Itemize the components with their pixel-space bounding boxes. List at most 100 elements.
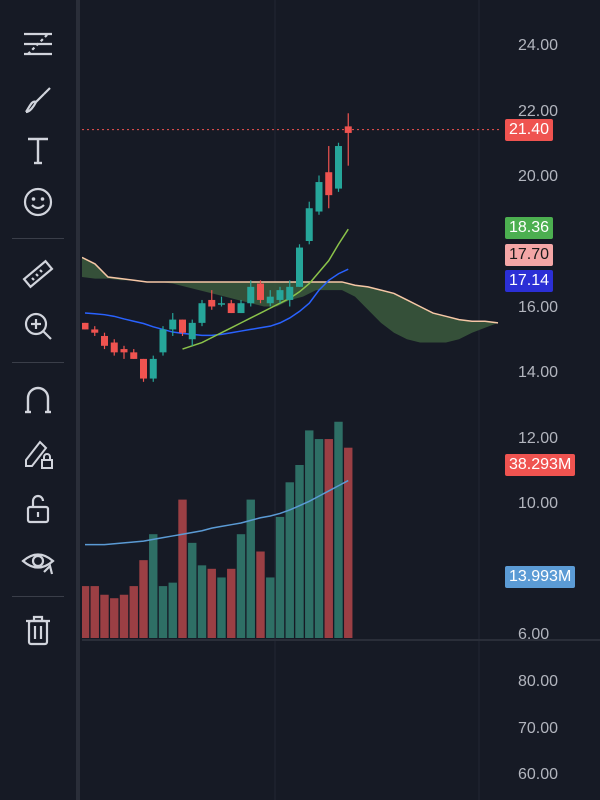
- emoji-tool-button[interactable]: [16, 180, 60, 224]
- volume-bar: [129, 586, 138, 638]
- candle-body: [315, 182, 323, 212]
- volume-bar: [82, 586, 90, 638]
- volume-bar: [168, 582, 177, 638]
- candle-body: [198, 303, 206, 323]
- candle-body: [91, 329, 99, 333]
- trash-tool-icon: [26, 615, 50, 646]
- volume-bar: [217, 577, 226, 638]
- indicator-price-tag: 18.36: [505, 217, 554, 239]
- volume-bar: [266, 577, 275, 638]
- volume-ma-line: [85, 479, 349, 546]
- candle-body: [179, 319, 186, 333]
- toolbar-separator: [12, 362, 64, 363]
- candle-body: [247, 286, 255, 304]
- oscillator-axis-label: 80.00: [518, 673, 558, 690]
- candle-body: [169, 319, 177, 330]
- candle-body: [237, 303, 245, 314]
- text-tool-icon: [28, 137, 48, 165]
- volume-bar: [207, 568, 216, 638]
- volume-bar: [344, 447, 353, 638]
- volume-axis-label: 6.00: [518, 626, 549, 643]
- lock-drawings-tool-icon: [25, 440, 53, 469]
- candle-body: [325, 172, 333, 196]
- emoji-tool-icon: [23, 187, 53, 217]
- volume-bar: [334, 421, 343, 638]
- price-axis-label: 24.00: [518, 37, 558, 54]
- volume-bar: [178, 499, 187, 638]
- candle-body: [335, 146, 342, 189]
- candle-body: [286, 286, 294, 300]
- drawing-toolbar: [0, 0, 80, 800]
- price-chart[interactable]: 24.00 22.00 20.00 16.00 14.00 12.00 10.00 6.00 8…: [82, 0, 600, 800]
- volume-bar: [314, 439, 324, 638]
- volume-bar: [324, 439, 333, 638]
- ma-green-line: [182, 228, 349, 350]
- volume-bar: [188, 542, 197, 638]
- volume-bar: [158, 586, 168, 638]
- volume-bar: [119, 594, 129, 638]
- price-axis-label: 14.00: [518, 364, 558, 381]
- volume-axis-label: 10.00: [518, 495, 558, 512]
- indicator-price-tag: 17.70: [505, 244, 554, 266]
- volume-bar: [90, 586, 99, 638]
- brush-tool-icon: [25, 87, 51, 114]
- volume-bar: [275, 516, 285, 638]
- candle-body: [110, 342, 118, 353]
- unlock-tool-icon: [26, 494, 50, 524]
- ruler-tool-button[interactable]: [16, 252, 60, 296]
- toolbar-separator: [12, 238, 64, 239]
- oscillator-axis-label: 60.00: [518, 766, 558, 783]
- volume-bar: [139, 560, 148, 638]
- volume-bar: [149, 534, 158, 638]
- volume-value-tag: 38.293M: [505, 454, 576, 476]
- candle-body: [305, 208, 313, 241]
- zoom-in-tool-icon: [24, 312, 52, 340]
- candle-body: [82, 322, 89, 330]
- volume-axis-label: 12.00: [518, 430, 558, 447]
- oscillator-axis-label: 70.00: [518, 720, 558, 737]
- brush-tool-button[interactable]: [16, 78, 60, 122]
- candle-body: [227, 303, 235, 314]
- candle-body: [257, 283, 264, 300]
- ruler-tool-icon: [22, 259, 54, 289]
- volume-bar: [227, 568, 236, 638]
- last-price-tag: 21.40: [505, 119, 554, 141]
- indicator-price-tag: 17.14: [505, 270, 554, 292]
- volume-bar: [305, 430, 314, 638]
- magnet-tool-icon: [25, 386, 51, 414]
- candle-body: [120, 349, 128, 353]
- price-axis-label: 16.00: [518, 299, 558, 316]
- unlock-tool-button[interactable]: [16, 486, 60, 530]
- zoom-in-tool-button[interactable]: [16, 304, 60, 348]
- magnet-tool-button[interactable]: [16, 378, 60, 422]
- volume-bar: [246, 499, 255, 638]
- price-axis-label: 22.00: [518, 103, 558, 120]
- lock-drawings-tool-button[interactable]: [16, 432, 60, 476]
- price-axis-label: 20.00: [518, 168, 558, 185]
- candle-body: [159, 329, 167, 353]
- visibility-tool-icon: [21, 553, 55, 575]
- trash-tool-button[interactable]: [16, 608, 60, 652]
- text-tool-button[interactable]: [16, 128, 60, 172]
- trend-lines-tool-button[interactable]: [16, 20, 60, 64]
- visibility-tool-button[interactable]: [16, 540, 60, 584]
- candle-body: [130, 352, 138, 359]
- candle-body: [296, 247, 303, 287]
- candle-body: [218, 303, 225, 305]
- candle-body: [208, 299, 216, 307]
- volume-bar: [285, 482, 294, 638]
- candle-body: [101, 335, 108, 346]
- trend-lines-tool-icon: [24, 32, 52, 56]
- toolbar-separator: [12, 596, 64, 597]
- candle-body: [266, 296, 274, 304]
- volume-bar: [197, 565, 207, 638]
- volume-bar: [295, 465, 304, 638]
- volume-bar: [100, 594, 109, 638]
- volume-bar: [256, 551, 265, 638]
- volume-bar: [236, 534, 246, 638]
- candle-body: [276, 290, 284, 300]
- volume-ma-value-tag: 13.993M: [505, 566, 576, 588]
- volume-bar: [110, 598, 119, 638]
- candle-body: [140, 358, 147, 379]
- candle-body: [188, 322, 196, 340]
